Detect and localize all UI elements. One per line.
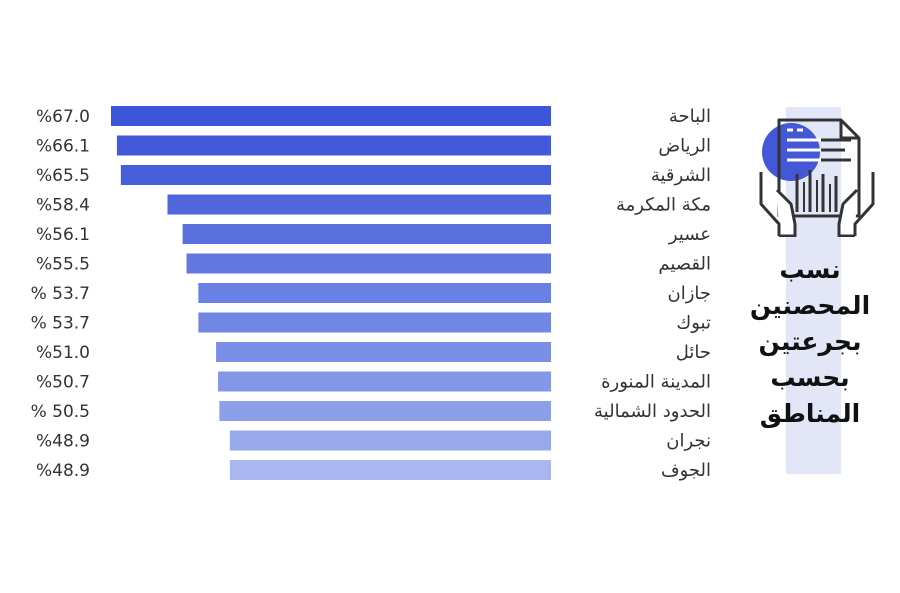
region-label: المدينة المنورة — [601, 372, 711, 393]
chart-title: نسب المحصنين بجرعتين بحسب المناطق — [740, 252, 880, 432]
bar — [218, 371, 551, 392]
chart-title-line: نسب — [779, 255, 841, 284]
bar — [229, 460, 552, 480]
value-label: %58.4 — [36, 196, 90, 216]
region-label: الحدود الشمالية — [594, 401, 711, 422]
chart-title-line: المناطق — [759, 399, 861, 428]
value-label: %48.9 — [36, 461, 90, 481]
region-label: حائل — [676, 342, 711, 363]
region-label: جازان — [667, 283, 711, 304]
bar — [111, 106, 551, 126]
chart-title-line: بحسب — [770, 363, 850, 392]
value-label: % 50.5 — [31, 402, 90, 422]
value-label: %65.5 — [36, 166, 90, 186]
document-fold-icon — [839, 120, 859, 140]
value-label: %55.5 — [36, 255, 90, 275]
left-hand-icon — [759, 172, 797, 237]
region-label: الباحة — [669, 106, 711, 127]
region-label: تبوك — [676, 313, 711, 334]
region-label: القصيم — [658, 254, 711, 275]
value-label: %50.7 — [36, 373, 90, 393]
bar — [219, 401, 551, 421]
region-label: الرياض — [658, 136, 711, 157]
bar — [198, 312, 552, 333]
document-text-lines-right-icon — [821, 138, 851, 162]
bar — [216, 342, 551, 362]
bar — [116, 135, 551, 156]
bar — [186, 253, 551, 274]
value-label: %56.1 — [36, 225, 90, 245]
barcode-icon — [795, 170, 838, 212]
accent-circle-icon — [762, 123, 820, 181]
bar — [120, 165, 552, 185]
value-label: %66.1 — [36, 137, 90, 157]
value-label: %48.9 — [36, 432, 90, 452]
region-label: مكة المكرمة — [616, 195, 711, 216]
bar — [182, 224, 551, 244]
bar — [229, 430, 552, 451]
region-label: الشرقية — [651, 165, 711, 186]
value-label: %67.0 — [36, 107, 90, 127]
bar — [198, 283, 552, 303]
right-hand-icon — [837, 172, 875, 237]
document-illustration-icon — [759, 118, 875, 237]
chart-title-line: المحصنين — [749, 291, 871, 320]
value-label: % 53.7 — [31, 314, 90, 334]
value-label: % 53.7 — [31, 284, 90, 304]
value-label: %51.0 — [36, 343, 90, 363]
chart-title-line: بجرعتين — [758, 327, 862, 356]
region-label: نجران — [666, 431, 711, 452]
region-label: عسير — [668, 224, 711, 245]
region-label: الجوف — [661, 460, 711, 481]
bar — [167, 194, 552, 215]
